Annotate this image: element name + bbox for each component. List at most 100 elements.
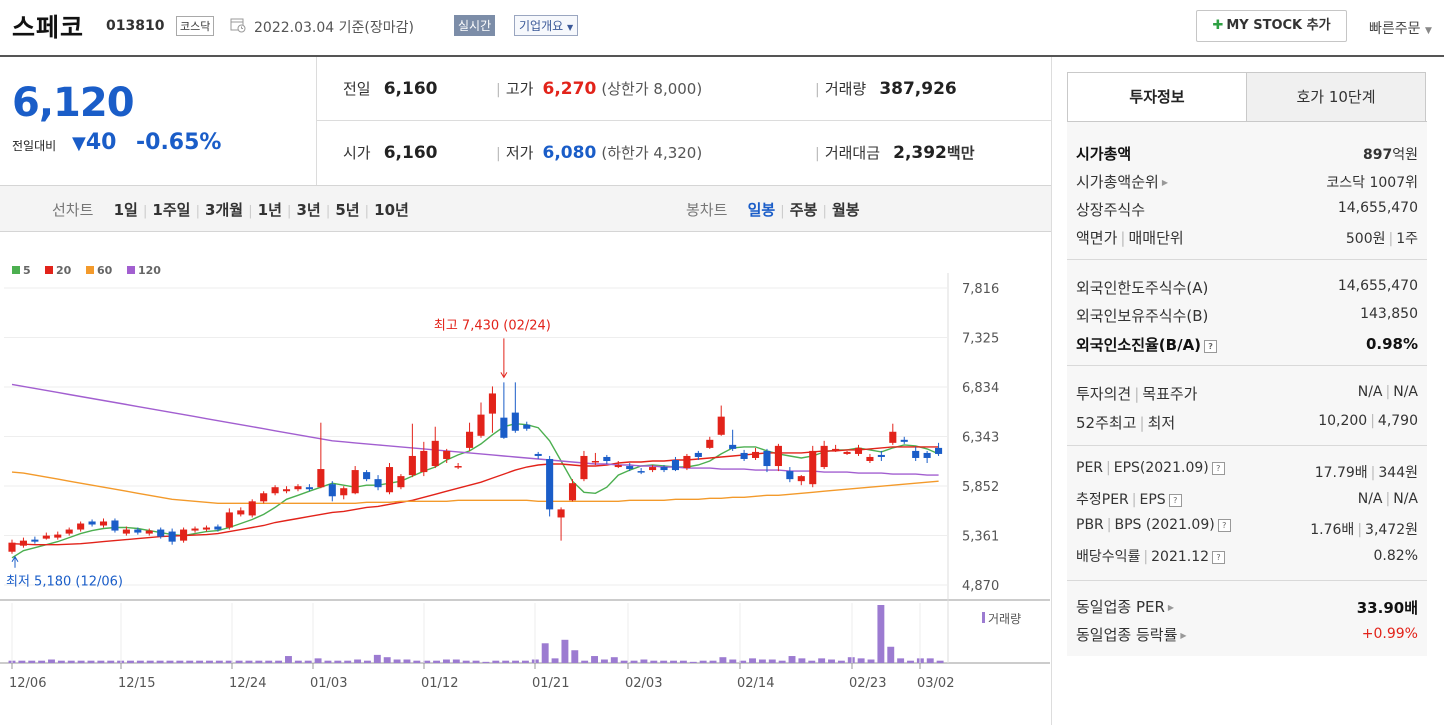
candle-body	[649, 467, 657, 471]
info-divider	[1067, 365, 1427, 366]
ma-line-120	[11, 383, 939, 476]
candle-body	[260, 493, 268, 502]
opinion-label: 투자의견	[1076, 385, 1132, 403]
candle-body	[180, 529, 188, 541]
sector-rate-link[interactable]: 동일업종 등락률 ▶	[1076, 624, 1187, 645]
volume-bar	[87, 660, 95, 663]
candle-body	[145, 530, 153, 534]
add-mystock-button[interactable]: ✚ MY STOCK 추가	[1196, 10, 1347, 42]
stock-chart[interactable]: 5 20 60 120 7,816 7,325 6,834 6,343 5,852 5,361 4,…	[0, 233, 1050, 725]
candle-body	[877, 454, 885, 457]
candle-body	[8, 542, 16, 552]
x-tick-label: 12/15	[118, 676, 155, 691]
candle-monthly[interactable]: 월봉	[831, 201, 860, 219]
candle-body	[191, 528, 199, 531]
y-tick-label: 7,325	[962, 332, 999, 347]
candle-body	[328, 484, 336, 497]
period-1y[interactable]: 1년	[257, 201, 282, 219]
candle-body	[420, 450, 428, 473]
line-chart-label: 선차트	[52, 201, 94, 219]
candle-body	[88, 521, 96, 525]
volume-bar	[285, 656, 292, 663]
volume-bar	[521, 660, 529, 663]
help-icon[interactable]: ?	[1211, 462, 1225, 475]
help-icon[interactable]: ?	[1217, 519, 1231, 532]
help-icon[interactable]: ?	[1204, 340, 1218, 353]
volume-bar	[452, 659, 460, 663]
volume-bar	[314, 658, 322, 663]
candle-weekly[interactable]: 주봉	[789, 201, 818, 219]
candle-daily[interactable]: 일봉	[747, 201, 776, 219]
foreign-hold-value: 143,850	[1360, 306, 1418, 322]
sector-per-link[interactable]: 동일업종 PER ▶	[1076, 596, 1174, 617]
separator: |	[496, 82, 501, 98]
bps-label: BPS (2021.09)	[1114, 517, 1215, 533]
x-tick-label: 01/12	[421, 676, 458, 691]
separator: |	[1385, 384, 1391, 400]
period-3y[interactable]: 3년	[296, 201, 321, 219]
dividend-value: 0.82%	[1373, 548, 1418, 564]
help-icon[interactable]: ?	[1168, 494, 1182, 507]
volume-bar	[798, 658, 806, 663]
cap-rank-link[interactable]: 시가총액순위 ▶	[1076, 171, 1168, 192]
fper-feps-value: N/A | N/A	[1358, 491, 1418, 507]
legend-swatch-5	[12, 266, 20, 274]
volume-bar	[719, 657, 727, 663]
candle-body	[317, 469, 325, 488]
open-price-label: 시가	[343, 144, 371, 162]
legend-swatch-60	[86, 266, 94, 274]
separator: |	[780, 204, 785, 219]
high-price-label: 고가	[505, 80, 534, 98]
x-tick-label: 12/06	[9, 676, 46, 691]
volume-bar	[255, 660, 263, 663]
volume-bar	[758, 659, 766, 663]
per-eps-value: 17.79배 | 344원	[1315, 462, 1418, 482]
candle-body	[271, 487, 279, 494]
sector-per-label: 동일업종 PER	[1076, 598, 1165, 616]
legend-swatch-20	[45, 266, 53, 274]
candle-body	[363, 472, 371, 480]
period-1d[interactable]: 1일	[113, 201, 138, 219]
period-10y[interactable]: 10년	[374, 201, 409, 219]
down-arrow-icon: ▼	[72, 133, 86, 154]
x-tick-label: 01/03	[310, 676, 347, 691]
volume-bar	[867, 659, 875, 663]
candle-body	[923, 452, 931, 458]
volume-bar	[77, 660, 85, 663]
separator: |	[325, 204, 331, 219]
volume-bar	[48, 659, 55, 663]
prev-close-label: 전일	[343, 80, 371, 98]
volume-bar	[749, 658, 756, 663]
separator: |	[496, 146, 501, 162]
candle-chart-label: 봉차트	[686, 201, 728, 219]
help-icon[interactable]: ?	[1212, 551, 1226, 564]
volume-bar	[235, 660, 243, 663]
candle-body	[717, 416, 725, 435]
company-info-dropdown[interactable]: 기업개요 ▼	[514, 15, 579, 36]
ma-line-5	[11, 422, 939, 559]
realtime-button[interactable]: 실시간	[454, 15, 496, 36]
period-3m[interactable]: 3개월	[205, 201, 244, 219]
separator: |	[1357, 522, 1363, 538]
volume-bar	[808, 660, 816, 663]
volume-bar	[877, 605, 885, 663]
candle-body	[374, 479, 382, 488]
dividend-year: 2021.12	[1151, 549, 1210, 565]
volume-bar	[156, 660, 164, 663]
high-price: | 고가 6,270 (상한가 8,000)	[496, 78, 702, 99]
tab-order-book[interactable]: 호가 10단계	[1246, 72, 1426, 122]
period-5y[interactable]: 5년	[335, 201, 360, 219]
volume-bar	[907, 660, 914, 663]
tab-invest-info[interactable]: 투자정보	[1067, 72, 1247, 122]
candle-body	[740, 452, 748, 459]
bps-value: 3,472원	[1365, 522, 1418, 538]
x-tick-label: 01/21	[532, 676, 569, 691]
chevron-down-icon: ▼	[567, 23, 574, 32]
period-1w[interactable]: 1주일	[152, 201, 191, 219]
volume-bar	[442, 659, 450, 663]
y-tick-label: 7,816	[962, 282, 999, 297]
candle-body	[168, 531, 176, 542]
volume-bar	[107, 660, 115, 663]
volume-bar	[492, 660, 500, 663]
quick-order-button[interactable]: 빠른주문 ▼	[1369, 18, 1432, 38]
